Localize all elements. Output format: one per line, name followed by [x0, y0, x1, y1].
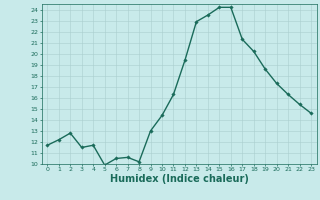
X-axis label: Humidex (Indice chaleur): Humidex (Indice chaleur) — [110, 174, 249, 184]
